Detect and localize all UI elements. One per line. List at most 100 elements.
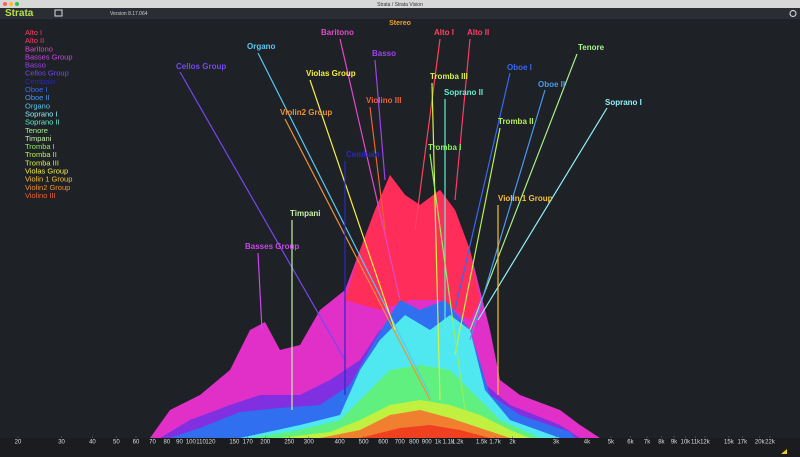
- tick-label: 60: [133, 440, 140, 446]
- window-icon[interactable]: [54, 9, 63, 17]
- callout-line: [257, 252, 263, 331]
- tick-label: 80: [164, 440, 171, 446]
- callout-label: Cellos Group: [176, 62, 226, 71]
- tick-label: 700: [395, 440, 406, 446]
- legend-entry: Tromba I: [25, 142, 55, 151]
- callout-label: Violin 1 Group: [498, 194, 553, 203]
- tick-label: 5k: [608, 440, 615, 446]
- corner-indicator[interactable]: [781, 449, 787, 454]
- legend-entry: Violas Group: [25, 167, 68, 176]
- legend-entry: Oboe II: [25, 93, 50, 102]
- legend-entry: Violino III: [25, 191, 56, 200]
- tick-label: 15k: [724, 440, 735, 446]
- tick-label: 12k: [700, 440, 711, 446]
- callout-line: [284, 118, 431, 401]
- spectrum: [150, 175, 600, 438]
- callout-line: [454, 38, 471, 201]
- tick-label: 1.2k: [452, 440, 464, 446]
- callout-label: Alto II: [467, 28, 489, 37]
- frequency-ticks: 20 30 40 50 60 70 80 90 100 110 120 150 170 200 250 300…: [15, 436, 776, 446]
- tick-label: 11k: [691, 440, 701, 446]
- callout-line: [469, 89, 546, 341]
- callout-label: Oboe I: [507, 63, 532, 72]
- callout-line: [374, 59, 386, 181]
- tick-label: 7k: [644, 440, 651, 446]
- version: Version 8.17.064: [110, 11, 148, 17]
- legend-entry: Soprano II: [25, 118, 60, 127]
- legend-entry: Soprano I: [25, 109, 58, 118]
- tick-label: 6k: [627, 440, 634, 446]
- callout-line: [414, 38, 441, 231]
- callout-line: [454, 72, 511, 311]
- minimize-button[interactable]: [9, 2, 13, 6]
- tick-label: 22k: [765, 440, 776, 446]
- legend-entry: Tenore: [25, 126, 48, 135]
- callout-label: Basso: [372, 49, 396, 58]
- spectrum-layer: [360, 425, 490, 438]
- legend-entry: Violin2 Group: [25, 183, 70, 192]
- title-bar: [0, 0, 800, 8]
- zoom-button[interactable]: [15, 2, 19, 6]
- channel-label: Stereo: [389, 20, 411, 27]
- callout-label: Alto I: [434, 28, 454, 37]
- callout-label: Soprano II: [444, 88, 483, 97]
- tick-label: 500: [359, 440, 370, 446]
- legend-entry: Basses Group: [25, 52, 73, 61]
- tick-label: 4k: [584, 440, 591, 446]
- legend-entry: Violin 1 Group: [25, 175, 72, 184]
- tick-label: 110: [196, 440, 206, 446]
- callout-line: [369, 106, 386, 231]
- tick-label: 90: [176, 440, 183, 446]
- callouts: Organo Baritono Basso Alto I Alto II Tenore Ce…: [176, 28, 642, 411]
- tick-label: 300: [304, 440, 315, 446]
- callout-line: [454, 127, 501, 356]
- callout-label: Violino III: [366, 96, 401, 105]
- toolbar: [0, 8, 800, 19]
- tick-label: 1.1k: [443, 440, 455, 446]
- tick-label: 3k: [553, 440, 560, 446]
- tick-label: 120: [205, 440, 216, 446]
- callout-label: Tromba II: [498, 117, 534, 126]
- callout-line: [469, 53, 578, 331]
- legend-entry: Alto I: [25, 28, 42, 37]
- callout-line: [309, 79, 396, 331]
- tick-label: 1k: [435, 440, 442, 446]
- callout-label: Violas Group: [306, 69, 356, 78]
- legend-entry: Tromba III: [25, 158, 59, 167]
- callout-line: [339, 38, 401, 301]
- tick-label: 70: [149, 440, 156, 446]
- tick-label: 800: [409, 440, 420, 446]
- tick-label: 1.5k: [476, 440, 488, 446]
- callout-line: [477, 107, 608, 321]
- legend-entry: Cellos Group: [25, 69, 69, 78]
- tick-label: 250: [284, 440, 295, 446]
- callout-line: [257, 52, 431, 396]
- tick-label: 10k: [680, 440, 691, 446]
- legend-entry: Oboe I: [25, 85, 48, 94]
- tick-label: 170: [243, 440, 254, 446]
- tick-label: 1.7k: [489, 440, 501, 446]
- callout-label: Tromba I: [428, 143, 461, 152]
- callout-label: Tenore: [578, 43, 605, 52]
- tick-label: 600: [378, 440, 389, 446]
- tick-label: 150: [229, 440, 240, 446]
- legend-entry: Basso: [25, 61, 46, 70]
- tick-label: 100: [186, 440, 197, 446]
- callout-label: Violin2 Group: [280, 108, 332, 117]
- app-name[interactable]: Strata: [5, 8, 34, 19]
- callout-line: [431, 82, 441, 401]
- tick-label: 200: [260, 440, 271, 446]
- frequency-axis: [0, 438, 800, 457]
- callout-label: Basses Group: [245, 242, 299, 251]
- tick-label: 900: [422, 440, 433, 446]
- settings-button[interactable]: [789, 9, 797, 18]
- tick-label: 40: [89, 440, 96, 446]
- callout-label: Baritono: [321, 28, 354, 37]
- callout-line: [179, 71, 346, 361]
- close-button[interactable]: [3, 2, 7, 6]
- tick-label: 9k: [671, 440, 678, 446]
- legend-entry: Cembalo: [25, 77, 55, 86]
- callout-label: Tromba III: [430, 72, 468, 81]
